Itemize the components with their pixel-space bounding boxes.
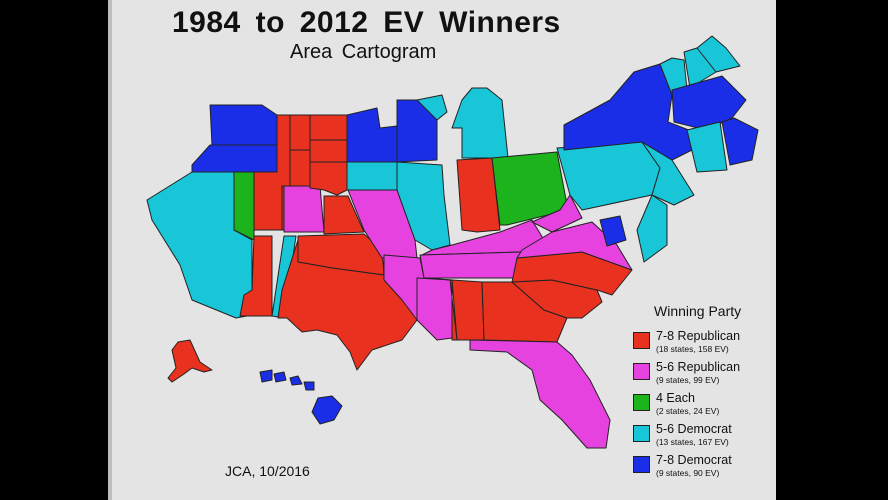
state-michigan-upper <box>416 94 448 121</box>
cartogram-map <box>146 35 759 449</box>
legend-item-dem56: 5-6 Democrat (13 states, 167 EV) <box>630 422 780 453</box>
state-texas <box>277 239 418 371</box>
legend-item-rep56: 5-6 Republican (9 states, 99 EV) <box>630 360 780 391</box>
legend-swatch <box>633 456 650 473</box>
state-hawaii-4 <box>303 381 315 391</box>
state-hawaii-2 <box>273 371 287 383</box>
state-hawaii-1 <box>259 369 273 383</box>
state-alabama <box>451 279 485 341</box>
state-arizona <box>239 235 273 317</box>
map-credit: JCA, 10/2016 <box>225 463 310 479</box>
legend-label: 7-8 Republican <box>656 329 741 343</box>
state-wyoming <box>289 149 311 187</box>
legend-item-dem78: 7-8 Democrat (9 states, 90 EV) <box>630 453 780 484</box>
legend-detail: (9 states, 99 EV) <box>656 375 720 385</box>
state-kansas <box>323 195 365 235</box>
state-mississippi <box>423 277 458 341</box>
legend: Winning Party 7-8 Republican (18 states,… <box>630 303 780 484</box>
legend-detail: (2 states, 24 EV) <box>656 406 720 416</box>
legend-item-rep78: 7-8 Republican (18 states, 158 EV) <box>630 329 780 360</box>
legend-item-each4: 4 Each (2 states, 24 EV) <box>630 391 780 422</box>
legend-detail: (13 states, 167 EV) <box>656 437 729 447</box>
legend-swatch <box>633 363 650 380</box>
state-louisiana <box>416 277 453 341</box>
state-vermont <box>659 57 688 96</box>
state-delaware <box>636 194 668 263</box>
board-border <box>108 0 112 500</box>
legend-swatch <box>633 394 650 411</box>
state-colorado <box>283 185 325 233</box>
state-massachusetts <box>671 75 747 131</box>
state-connecticut <box>686 121 728 173</box>
state-south-dakota <box>309 139 348 163</box>
legend-swatch <box>633 332 650 349</box>
state-hawaii-3 <box>289 375 303 386</box>
legend-label: 5-6 Republican <box>656 360 741 374</box>
state-hawaii-5 <box>311 395 343 425</box>
state-florida <box>469 339 611 449</box>
state-michigan <box>451 87 509 159</box>
state-north-dakota <box>309 114 348 141</box>
legend-label: 5-6 Democrat <box>656 422 732 436</box>
state-virginia <box>516 221 633 271</box>
state-indiana <box>456 157 501 233</box>
legend-label: 4 Each <box>656 391 695 405</box>
state-minnesota <box>346 107 398 163</box>
map-subtitle: Area Cartogram <box>290 41 437 63</box>
state-tennessee <box>419 251 523 279</box>
state-oregon <box>191 144 278 173</box>
state-rhode-island <box>721 117 759 166</box>
state-maine <box>696 35 741 73</box>
legend-title: Winning Party <box>654 303 742 319</box>
map-board: 1984 to 2012 EV Winners Area Cartogram <box>112 0 776 500</box>
state-maryland <box>599 215 627 247</box>
state-nevada <box>233 171 255 241</box>
state-iowa <box>346 161 398 191</box>
legend-detail: (18 states, 158 EV) <box>656 344 729 354</box>
state-west-virginia <box>531 194 583 233</box>
map-title: 1984 to 2012 EV Winners <box>172 6 561 39</box>
state-wisconsin <box>396 99 438 163</box>
state-ohio <box>491 151 569 226</box>
state-alaska <box>167 339 213 383</box>
legend-swatch <box>633 425 650 442</box>
legend-label: 7-8 Democrat <box>656 453 732 467</box>
legend-detail: (9 states, 90 EV) <box>656 468 720 478</box>
state-montana <box>289 114 311 151</box>
state-new-york <box>563 63 695 161</box>
state-washington <box>209 104 278 146</box>
